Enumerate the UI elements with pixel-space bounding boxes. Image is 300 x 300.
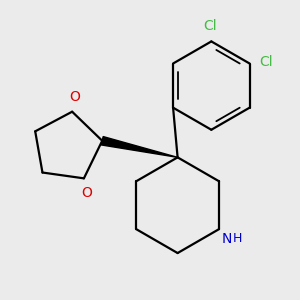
Text: O: O	[69, 90, 80, 104]
Text: Cl: Cl	[259, 55, 272, 69]
Text: H: H	[232, 232, 242, 245]
Text: N: N	[222, 232, 232, 246]
Text: O: O	[81, 186, 92, 200]
Polygon shape	[101, 136, 178, 158]
Text: Cl: Cl	[203, 19, 217, 33]
